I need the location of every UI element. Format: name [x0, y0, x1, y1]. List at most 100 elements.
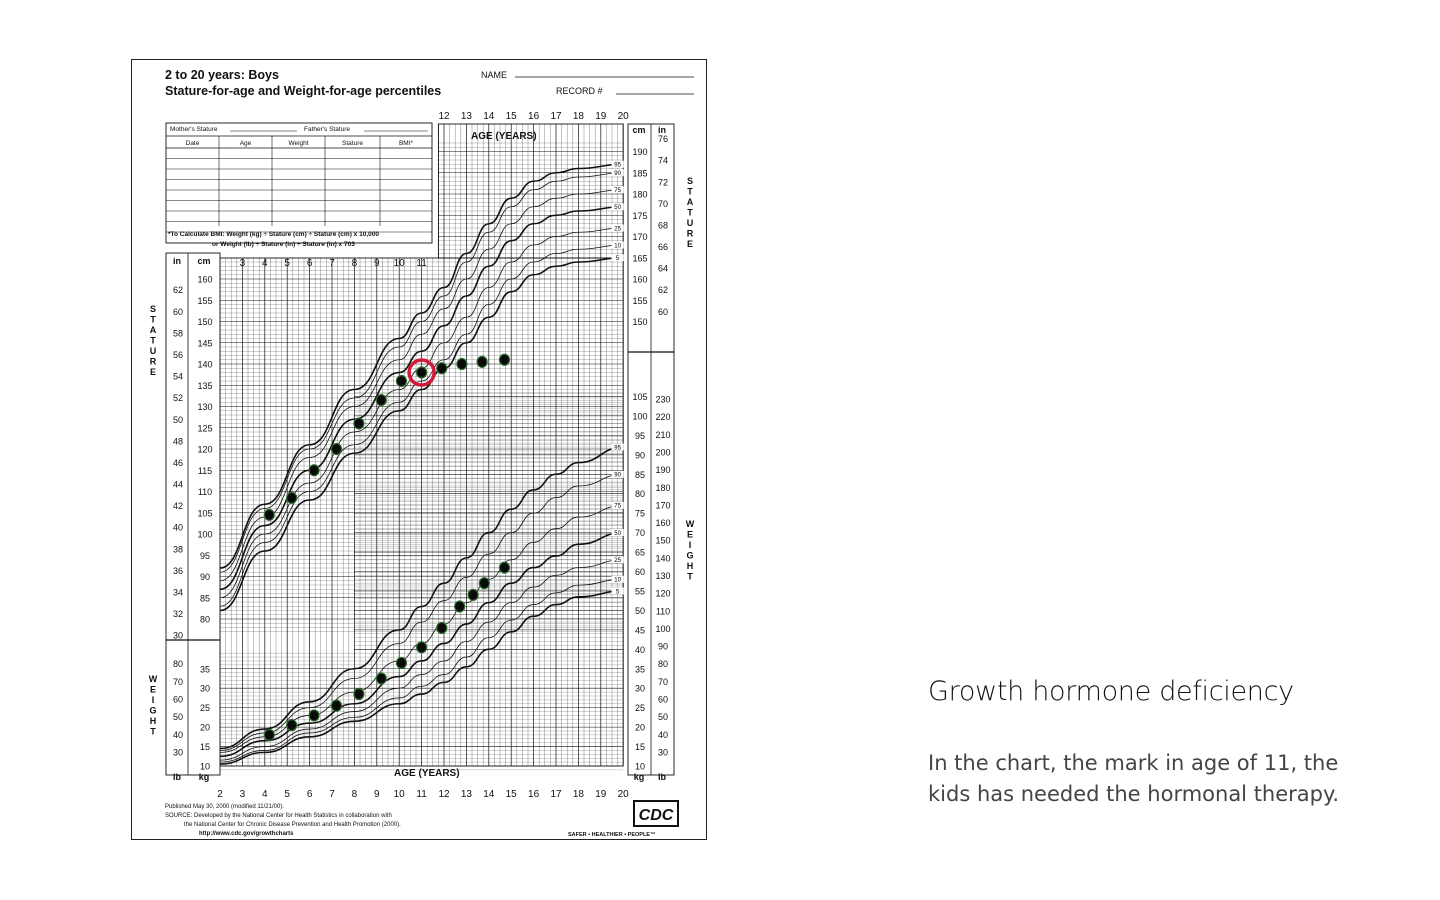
- stature-percentile-75-label: 75: [614, 188, 621, 194]
- stature-side-label-left: U: [150, 346, 157, 356]
- weight-kg-tick-right: 20: [635, 723, 645, 733]
- weight-percentile-50-line: [219, 531, 624, 758]
- record-table: [165, 122, 433, 244]
- weight-percentile-75-label: 75: [614, 504, 621, 510]
- age-tick-bottom: 19: [595, 789, 607, 800]
- weight-patient-point: [454, 600, 466, 613]
- stature-in-tick-left: 52: [173, 393, 183, 403]
- weight-kg-tick-right: 25: [635, 703, 645, 713]
- age-tick-bottom: 11: [416, 789, 427, 800]
- weight-kg-tick-right: 75: [635, 509, 645, 519]
- weight-kg-tick-left: 30: [200, 684, 210, 694]
- weight-side-label-left: T: [150, 727, 156, 737]
- age-tick-inner: 9: [374, 258, 380, 269]
- stature-side-label-left: A: [150, 325, 157, 335]
- age-tick-bottom: 5: [284, 789, 290, 800]
- weight-percentile-10-label-bg: [611, 575, 624, 583]
- caption-title: Growth hormone deficiency: [928, 676, 1294, 707]
- age-tick-top: 13: [461, 111, 473, 122]
- stature-cm-tick-right: 160: [632, 275, 647, 285]
- weight-side-label-right: G: [686, 551, 693, 561]
- stature-side-label-left: T: [150, 315, 156, 325]
- age-tick-top: 18: [573, 111, 585, 122]
- weight-unit-lb-right: lb: [658, 772, 667, 782]
- weight-lb-tick-left: 60: [173, 695, 183, 705]
- stature-in-tick-left: 42: [173, 501, 183, 511]
- age-tick-inner: 11: [416, 258, 427, 269]
- stature-cm-tick-left: 155: [197, 296, 212, 306]
- stature-cm-tick-right: 190: [632, 147, 647, 157]
- weight-percentile-90-label-bg: [611, 470, 624, 478]
- weight-lb-tick-right: 160: [655, 518, 670, 528]
- weight-lb-tick-left: 50: [173, 712, 183, 722]
- stature-patient-point: [456, 357, 468, 371]
- weight-kg-tick-right: 95: [635, 431, 645, 441]
- age-tick-bottom: 12: [438, 789, 450, 800]
- table-col-header: Date: [186, 140, 200, 147]
- stature-percentile-90-line: [219, 172, 624, 573]
- weight-lb-tick-right: 230: [655, 395, 670, 405]
- age-tick-inner: 5: [284, 258, 290, 269]
- footer-source-2: the National Center for Chronic Disease …: [184, 822, 401, 828]
- stature-cm-tick-left: 100: [197, 530, 212, 540]
- age-tick-bottom: 8: [352, 789, 358, 800]
- stature-percentile-95-label: 95: [614, 163, 621, 169]
- weight-unit-kg-right: kg: [634, 772, 645, 782]
- weight-percentile-95-label-bg: [611, 443, 624, 451]
- weight-patient-point: [353, 687, 365, 701]
- weight-lb-tick-right: 80: [658, 659, 668, 669]
- age-tick-inner: 10: [394, 258, 406, 269]
- cdc-logo: CDC: [633, 800, 679, 827]
- stature-patient-point: [436, 362, 448, 375]
- table-col-header: Weight: [288, 140, 308, 147]
- age-tick-bottom: 20: [618, 789, 630, 800]
- weight-kg-tick-right: 35: [635, 664, 645, 674]
- weight-kg-tick-right: 15: [635, 742, 645, 752]
- age-tick-bottom: 3: [240, 789, 246, 800]
- weight-percentile-5-label: 5: [616, 589, 620, 595]
- stature-patient-point: [416, 366, 428, 379]
- weight-patient-point: [395, 656, 408, 670]
- age-tick-bottom: 16: [528, 789, 540, 800]
- weight-side-label-left: G: [149, 706, 156, 716]
- weight-kg-tick-right: 30: [635, 684, 645, 694]
- weight-lb-tick-left: 40: [173, 730, 183, 740]
- stature-cm-tick-left: 105: [197, 508, 212, 518]
- weight-patient-point: [308, 709, 320, 722]
- weight-kg-tick-left: 25: [200, 703, 210, 713]
- stature-in-tick-left: 32: [173, 609, 183, 619]
- age-tick-inner: 8: [352, 258, 358, 269]
- stature-percentile-75-label-bg: [611, 186, 624, 194]
- weight-kg-tick-right: 60: [635, 567, 645, 577]
- stature-in-tick-right: 62: [658, 285, 668, 295]
- weight-side-label-left: E: [150, 685, 156, 695]
- stature-in-tick-left: 34: [173, 587, 183, 597]
- age-tick-bottom: 9: [374, 789, 380, 800]
- stature-side-label-left: T: [150, 336, 156, 346]
- stature-side-label-left: R: [150, 357, 157, 367]
- stature-in-tick-right: 64: [658, 264, 668, 274]
- weight-side-label-left: W: [149, 674, 158, 684]
- stature-cm-tick-left: 85: [200, 593, 210, 603]
- stature-percentile-25-line: [219, 227, 624, 599]
- age-tick-bottom: 6: [307, 789, 313, 800]
- stature-unit-in-left: in: [173, 256, 181, 266]
- stature-side-label-left: S: [150, 304, 156, 314]
- weight-kg-tick-right: 105: [632, 392, 647, 402]
- weight-patient-point: [467, 588, 479, 601]
- stature-in-tick-left: 60: [173, 307, 183, 317]
- weight-side-label-right: H: [687, 561, 694, 571]
- weight-unit-lb-left: lb: [173, 772, 182, 782]
- stature-patient-point: [308, 464, 320, 477]
- weight-lb-tick-right: 150: [655, 536, 670, 546]
- stature-patient-point: [476, 355, 488, 368]
- growth-chart-card: 5 10 25 50 75 90 95 5 10 25 50 75 90 95 2 to 20 years…: [131, 59, 707, 840]
- stature-in-tick-right: 76: [658, 134, 668, 144]
- age-tick-top: 15: [506, 111, 518, 122]
- table-col-header: Stature: [342, 140, 363, 147]
- weight-kg-tick-right: 80: [635, 489, 645, 499]
- weight-lb-tick-right: 190: [655, 465, 670, 475]
- stature-in-tick-left: 46: [173, 458, 183, 468]
- footer-url: http://www.cdc.gov/growthcharts: [199, 831, 294, 837]
- age-tick-bottom: 10: [394, 789, 406, 800]
